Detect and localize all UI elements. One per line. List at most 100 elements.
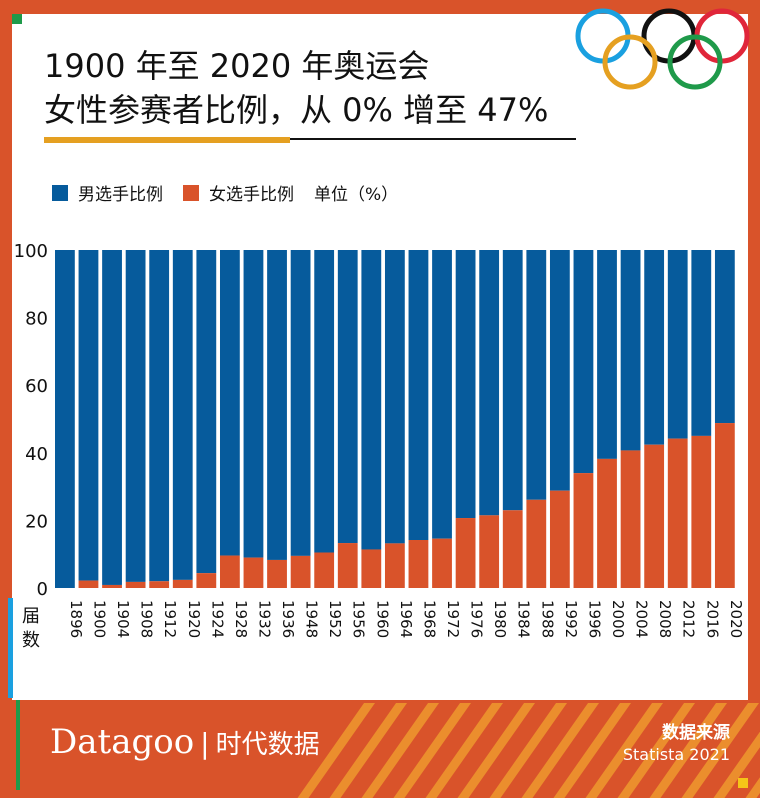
x-tick-label: 1900 (90, 600, 108, 638)
bar-female (479, 515, 500, 588)
x-tick-label: 1992 (562, 600, 580, 638)
bar-male (267, 250, 287, 560)
bar-female (243, 557, 264, 588)
bar-male (502, 250, 523, 511)
logo-chinese: 时代数据 (215, 730, 320, 760)
bar-male (290, 250, 311, 556)
bar-male (361, 250, 382, 550)
title-underline (44, 138, 576, 140)
left-accent-bar (8, 598, 13, 698)
bar-male (219, 250, 240, 556)
bar-female (526, 499, 547, 588)
x-axis-title-char: 数 (22, 630, 40, 651)
bar-female (597, 458, 617, 588)
bar-female (172, 579, 193, 588)
legend-unit: 单位（%） (314, 180, 398, 205)
x-tick-label: 1948 (303, 600, 321, 638)
x-tick-label: 1932 (255, 600, 273, 638)
bar-male (172, 250, 193, 580)
bar-female (644, 444, 665, 588)
x-tick-label: 2008 (656, 600, 674, 638)
bar-female (408, 540, 429, 588)
x-tick-label: 1908 (138, 600, 156, 638)
title-line-2: 女性参赛者比例，从 0% 增至 47% (44, 91, 549, 129)
bar-female (219, 555, 240, 588)
olympic-ring-blue-icon (575, 8, 631, 64)
bar-female (384, 543, 405, 588)
legend-label-female: 女选手比例 (209, 185, 294, 205)
bar-female (691, 435, 712, 588)
logo-wordmark: Datagoo (50, 722, 195, 762)
bar-male (196, 250, 217, 574)
bar-female (573, 473, 594, 588)
bar-male (667, 250, 688, 439)
bar-male (55, 250, 75, 588)
bar-female (149, 581, 170, 588)
x-tick-label: 1960 (373, 600, 391, 638)
bar-male (149, 250, 170, 582)
x-tick-label: 1936 (279, 600, 297, 638)
x-axis-title-char: 届 (22, 606, 40, 627)
bar-male (78, 250, 99, 581)
y-tick-label: 60 (25, 376, 48, 397)
x-tick-label: 1924 (208, 600, 226, 638)
x-tick-label: 1976 (468, 600, 486, 638)
y-tick-label: 40 (25, 444, 48, 465)
bar-male (102, 250, 122, 585)
bar-male (644, 250, 665, 445)
x-tick-label: 1972 (444, 600, 462, 638)
x-tick-label: 1968 (420, 600, 438, 638)
olympic-ring-red-icon (694, 8, 750, 64)
bar-male (479, 250, 500, 516)
bar-male (384, 250, 405, 544)
x-tick-label: 2004 (633, 600, 651, 638)
bar-female (125, 581, 146, 588)
y-tick-label: 100 (14, 241, 48, 262)
bar-male (620, 250, 641, 451)
x-tick-label: 2000 (609, 600, 627, 638)
logo-separator: | (200, 727, 210, 760)
legend-item-male: 男选手比例 (52, 180, 163, 205)
x-tick-label: 2020 (727, 600, 745, 638)
x-axis-title: 届数 (22, 606, 40, 651)
bar-male (243, 250, 264, 558)
x-tick-label: 1956 (350, 600, 368, 638)
y-tick-label: 80 (25, 309, 48, 330)
bar-female (620, 450, 641, 588)
x-tick-label: 1996 (585, 600, 603, 638)
bar-female (361, 549, 382, 588)
bar-male (597, 250, 617, 459)
x-tick-label: 1984 (515, 600, 533, 638)
bar-male (408, 250, 429, 541)
title-line-1: 1900 年至 2020 年奥运会 (44, 47, 430, 85)
bar-male (549, 250, 570, 491)
bar-female (549, 490, 570, 588)
source-title: 数据来源 (662, 723, 730, 743)
x-tick-label: 1964 (397, 600, 415, 638)
corner-square-yellow (738, 778, 748, 788)
bar-male (432, 250, 452, 539)
title-underline-accent (44, 137, 290, 143)
bar-female (314, 552, 335, 588)
bar-female (196, 573, 217, 588)
y-tick-label: 0 (37, 579, 48, 600)
x-tick-label: 1928 (232, 600, 250, 638)
x-tick-label: 1904 (114, 600, 132, 638)
bar-male (526, 250, 547, 500)
bar-female (290, 555, 311, 588)
source-text: Statista 2021 (622, 745, 730, 764)
bar-male (125, 250, 146, 582)
corner-square-green (12, 14, 22, 24)
bar-female (267, 559, 287, 588)
x-tick-label: 1896 (67, 600, 85, 638)
datagoo-logo: Datagoo | 时代数据 (50, 722, 320, 762)
bar-female (102, 584, 122, 588)
bar-female (714, 423, 735, 588)
x-tick-label: 1912 (161, 600, 179, 638)
bar-female (455, 518, 476, 588)
bar-female (667, 438, 688, 588)
bar-female (432, 538, 452, 588)
bar-male (314, 250, 335, 553)
olympic-ring-green-icon (667, 34, 723, 90)
legend-item-female: 女选手比例 (183, 180, 294, 205)
